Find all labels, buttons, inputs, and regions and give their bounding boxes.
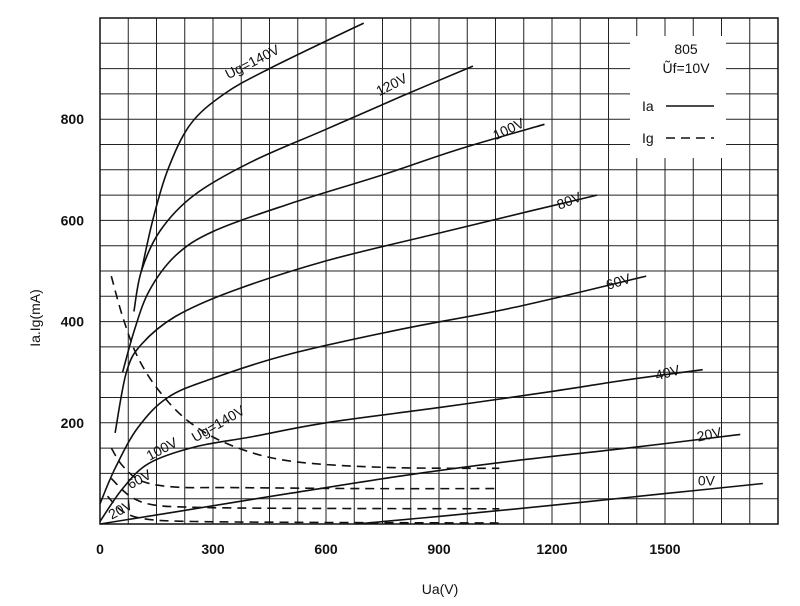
x-axis-label: Ua(V)	[422, 581, 459, 597]
y-axis-label: Ia.Ig(mA)	[27, 289, 43, 347]
curve-label: Ug=140V	[222, 41, 282, 82]
x-tick-label: 900	[427, 541, 451, 557]
legend: 805 Ũf=10V Ia Ig	[630, 36, 726, 158]
curve-ia-60v	[99, 275, 647, 505]
x-tick-label: 1500	[649, 541, 680, 557]
legend-entry-label: Ig	[642, 130, 654, 146]
legend-entry-label: Ia	[642, 98, 654, 114]
y-tick-label: 400	[61, 314, 85, 330]
legend-title-line: Ũf=10V	[662, 60, 710, 76]
legend-box	[630, 36, 726, 158]
curve-label: 60V	[604, 270, 633, 293]
curve-label: 100V	[143, 434, 180, 464]
axes	[99, 17, 779, 525]
curve-ig-20v	[106, 495, 500, 524]
curve-ia-ug-140v	[140, 22, 365, 272]
curve-ia-0v	[356, 482, 763, 525]
curve-label: 20V	[695, 424, 723, 445]
y-tick-label: 800	[61, 111, 85, 127]
plot-border	[99, 17, 779, 525]
curve-ia-20v	[99, 433, 741, 525]
curve-label: 40V	[653, 361, 682, 383]
curve-ig-100v	[110, 447, 500, 490]
x-tick-label: 600	[314, 541, 338, 557]
x-tick-label: 300	[201, 541, 225, 557]
x-tick-label: 0	[96, 541, 104, 557]
curve-ia-120v	[133, 65, 474, 312]
curve-label: 80V	[554, 188, 584, 212]
y-tick-label: 600	[61, 212, 85, 228]
curves	[99, 22, 763, 525]
curve-ig-ug-140v	[110, 275, 500, 470]
legend-title-line: 805	[674, 41, 698, 57]
curve-ia-80v	[114, 194, 598, 434]
tick-labels: 0 300 600 900 1200 1500 200 400 600 800	[61, 111, 681, 557]
y-tick-label: 200	[61, 415, 85, 431]
curve-ia-100v	[121, 123, 545, 373]
curve-ia-40v	[99, 368, 703, 522]
curve-label: 60V	[124, 466, 154, 492]
curve-label: 0V	[698, 473, 716, 489]
x-tick-label: 1200	[536, 541, 567, 557]
curve-ig-60v	[110, 477, 500, 510]
